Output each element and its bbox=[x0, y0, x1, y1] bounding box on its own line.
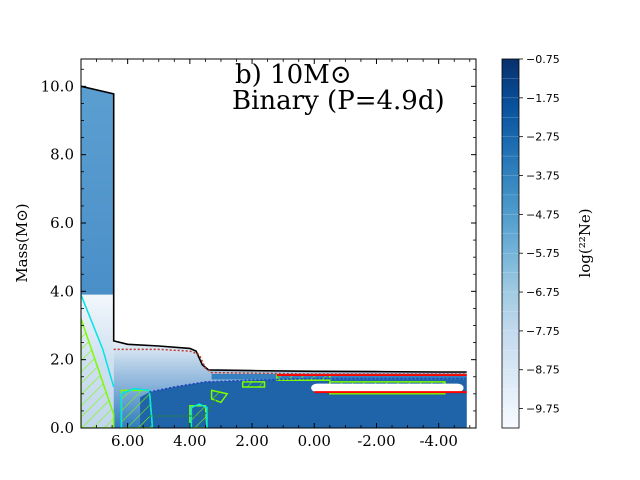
x-tick-label: -4.00 bbox=[419, 432, 457, 450]
x-tick-label: 2.00 bbox=[235, 432, 268, 450]
convective-boundary-line bbox=[81, 294, 115, 388]
abundance-fill bbox=[81, 85, 467, 428]
colorbar-tick-label: −9.75 bbox=[526, 403, 560, 416]
shell-burning-gap bbox=[311, 383, 464, 393]
he-core-line bbox=[113, 348, 467, 375]
y-tick-label: 6.0 bbox=[50, 214, 74, 232]
co-core-line bbox=[149, 377, 467, 393]
colorbar-tick-label: −3.75 bbox=[526, 170, 560, 183]
y-tick-label: 8.0 bbox=[50, 146, 74, 164]
colorbar-tick-label: −2.75 bbox=[526, 131, 560, 144]
y-tick-label: 10.0 bbox=[41, 77, 74, 95]
y-ticks: 0.0 2.0 4.0 6.0 8.0 10.0 bbox=[41, 68, 476, 437]
x-ticks: 6.00 4.00 2.00 0.00 -2.00 -4.00 bbox=[80, 59, 471, 450]
overshoot-line bbox=[149, 390, 222, 417]
colorbar-tick-label: −0.75 bbox=[526, 53, 560, 66]
colorbar-tick-label: −7.75 bbox=[526, 325, 560, 338]
total-mass-line bbox=[81, 85, 467, 373]
x-tick-label: 6.00 bbox=[111, 432, 144, 450]
y-tick-label: 0.0 bbox=[50, 419, 74, 437]
convective-zone bbox=[241, 381, 266, 388]
x-tick-label: 0.00 bbox=[298, 432, 331, 450]
colorbar-bands bbox=[502, 78, 519, 409]
y-tick-label: 4.0 bbox=[50, 282, 74, 300]
envelope-region bbox=[81, 86, 114, 295]
y-axis-label: Mass(M⊙) bbox=[13, 203, 31, 282]
plot-frame bbox=[80, 58, 477, 429]
y-tick-label: 2.0 bbox=[50, 351, 74, 369]
colorbar bbox=[501, 58, 520, 429]
convective-boundary-line bbox=[120, 387, 154, 428]
colorbar-tick-label: −5.75 bbox=[526, 247, 560, 260]
colorbar-tick-label: −6.75 bbox=[526, 286, 560, 299]
convective-zone bbox=[189, 405, 208, 428]
convective-zone bbox=[81, 318, 115, 428]
colorbar-tick-label: −1.75 bbox=[526, 92, 560, 105]
chart-title-line2: Binary (P=4.9d) bbox=[232, 86, 445, 116]
chart-title-line1: b) 10M⊙ bbox=[235, 60, 352, 90]
colorbar-ticks: −0.75 −1.75 −2.75 −3.75 −4.75 −5.75 −6.75 −7.75… bbox=[519, 53, 560, 416]
x-tick-label: 4.00 bbox=[173, 432, 206, 450]
convective-zone bbox=[210, 389, 229, 404]
x-tick-label: -2.00 bbox=[357, 432, 395, 450]
convective-boundary-line bbox=[190, 403, 208, 428]
convective-zone bbox=[120, 389, 154, 428]
colorbar-label: log(²²Ne) bbox=[576, 208, 594, 277]
colorbar-tick-label: −8.75 bbox=[526, 364, 560, 377]
colorbar-tick-label: −4.75 bbox=[526, 208, 560, 221]
